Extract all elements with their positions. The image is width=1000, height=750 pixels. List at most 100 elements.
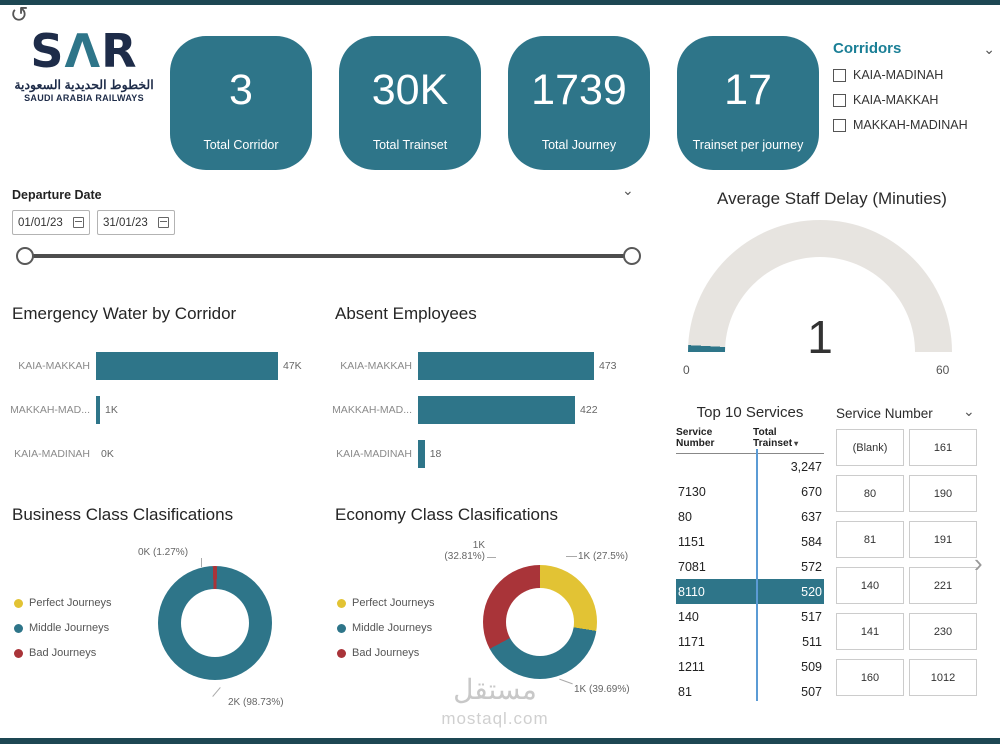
bar[interactable] bbox=[96, 396, 100, 424]
checkbox-icon[interactable] bbox=[833, 118, 846, 132]
table-row[interactable]: 1211 509 bbox=[676, 654, 824, 679]
legend-label: Bad Journeys bbox=[352, 647, 420, 659]
service-number-button[interactable]: 81 bbox=[836, 521, 904, 558]
bottom-border bbox=[0, 738, 1000, 744]
total-trainset-cell: 637 bbox=[801, 509, 822, 524]
service-number-cell: 8110 bbox=[678, 584, 705, 599]
service-number-button[interactable]: 230 bbox=[909, 613, 977, 650]
bar[interactable] bbox=[96, 352, 278, 380]
corridors-slicer: Corridors ⌄ KAIA-MADINAH KAIA-MAKKAH MAKKA… bbox=[833, 40, 995, 132]
service-number-button[interactable]: 140 bbox=[836, 567, 904, 604]
bar-value-label: 1K bbox=[105, 404, 118, 416]
corridor-option-label: MAKKAH-MADINAH bbox=[853, 118, 968, 132]
service-number-button[interactable]: 160 bbox=[836, 659, 904, 696]
economy-class-legend: Perfect Journeys Middle Journeys Bad Journ… bbox=[337, 597, 472, 672]
table-row[interactable]: 8110 520 bbox=[676, 579, 824, 604]
logo-letter-r: R bbox=[101, 24, 138, 78]
corridor-option[interactable]: KAIA-MADINAH bbox=[833, 68, 995, 82]
table-row[interactable]: 80 637 bbox=[676, 504, 824, 529]
table-row[interactable]: 81 507 bbox=[676, 679, 824, 704]
end-date-input[interactable]: 31/01/23 bbox=[97, 210, 175, 235]
table-row[interactable]: 1151 584 bbox=[676, 529, 824, 554]
start-date-value: 01/01/23 bbox=[18, 216, 63, 229]
checkbox-icon[interactable] bbox=[833, 93, 846, 107]
slider-handle-end[interactable] bbox=[623, 247, 641, 265]
service-number-button[interactable]: 141 bbox=[836, 613, 904, 650]
kpi-label: Trainset per journey bbox=[692, 138, 804, 152]
column-total-trainset: Total Trainset ▾ bbox=[753, 427, 799, 449]
date-range-slider-track[interactable] bbox=[25, 254, 632, 258]
start-date-input[interactable]: 01/01/23 bbox=[12, 210, 90, 235]
watermark-arabic: مستقل bbox=[453, 674, 537, 705]
slider-handle-start[interactable] bbox=[16, 247, 34, 265]
bar[interactable] bbox=[418, 396, 576, 424]
service-number-button[interactable]: 80 bbox=[836, 475, 904, 512]
checkbox-icon[interactable] bbox=[833, 68, 846, 82]
bar[interactable] bbox=[418, 440, 425, 468]
back-arrow-icon[interactable]: ↺ bbox=[10, 2, 29, 27]
kpi-card[interactable]: 1739 Total Journey bbox=[508, 36, 650, 170]
corridors-title: Corridors bbox=[833, 40, 902, 57]
service-number-button[interactable]: 221 bbox=[909, 567, 977, 604]
table-row[interactable]: 7081 572 bbox=[676, 554, 824, 579]
legend-item[interactable]: Middle Journeys bbox=[337, 622, 472, 634]
kpi-card[interactable]: 3 Total Corridor bbox=[170, 36, 312, 170]
service-number-slicer-title: Service Number bbox=[836, 406, 933, 421]
corridor-option-label: KAIA-MADINAH bbox=[853, 68, 944, 82]
bar-track: 473 bbox=[418, 352, 642, 380]
chevron-right-icon[interactable]: › bbox=[974, 548, 983, 578]
legend-item[interactable]: Middle Journeys bbox=[14, 622, 149, 634]
table-row[interactable]: 1171 511 bbox=[676, 629, 824, 654]
callout-leader-line bbox=[201, 558, 202, 567]
bar-row: KAIA-MAKKAH 47K bbox=[8, 352, 320, 380]
corridor-option[interactable]: KAIA-MAKKAH bbox=[833, 93, 995, 107]
service-number-button[interactable]: 161 bbox=[909, 429, 977, 466]
chevron-down-icon[interactable]: ⌄ bbox=[983, 40, 995, 57]
legend-dot-icon bbox=[14, 598, 23, 608]
bar[interactable] bbox=[418, 352, 594, 380]
bar-row: KAIA-MADINAH 0K bbox=[8, 440, 320, 468]
bar-value-label: 18 bbox=[429, 448, 442, 460]
table-row[interactable]: 3,247 bbox=[676, 454, 824, 479]
table-row[interactable]: 7130 670 bbox=[676, 479, 824, 504]
calendar-icon[interactable] bbox=[73, 217, 84, 228]
departure-date-label: Departure Date bbox=[12, 188, 102, 202]
logo-letter-a: Λ bbox=[64, 24, 102, 78]
emergency-water-chart: KAIA-MAKKAH 47K MAKKAH-MAD... 1K KAIA-MADINA… bbox=[8, 352, 320, 484]
total-trainset-cell: 670 bbox=[801, 484, 822, 499]
column-service-number: Service Number bbox=[676, 427, 715, 449]
bar-value-label: 422 bbox=[580, 404, 598, 416]
service-number-button[interactable]: (Blank) bbox=[836, 429, 904, 466]
legend-item[interactable]: Bad Journeys bbox=[337, 647, 472, 659]
bar-row: KAIA-MAKKAH 473 bbox=[330, 352, 642, 380]
calendar-icon[interactable] bbox=[158, 217, 169, 228]
total-trainset-cell: 509 bbox=[801, 659, 822, 674]
kpi-card[interactable]: 30K Total Trainset bbox=[339, 36, 481, 170]
kpi-value: 1739 bbox=[531, 65, 627, 114]
economy-class-donut[interactable] bbox=[483, 565, 597, 679]
logo-letter-s: S bbox=[30, 24, 65, 78]
legend-item[interactable]: Perfect Journeys bbox=[14, 597, 149, 609]
service-number-button[interactable]: 1012 bbox=[909, 659, 977, 696]
bar-category-label: MAKKAH-MAD... bbox=[10, 404, 90, 416]
column-divider[interactable] bbox=[756, 449, 758, 701]
kpi-card[interactable]: 17 Trainset per journey bbox=[677, 36, 819, 170]
service-number-button[interactable]: 191 bbox=[909, 521, 977, 558]
table-header[interactable]: Service Number Total Trainset ▾ bbox=[676, 427, 824, 454]
service-number-cell: 7130 bbox=[678, 484, 706, 499]
legend-item[interactable]: Bad Journeys bbox=[14, 647, 149, 659]
chevron-down-icon[interactable]: ⌄ bbox=[622, 182, 634, 198]
absent-employees-title: Absent Employees bbox=[335, 304, 477, 323]
chevron-down-icon[interactable]: ⌄ bbox=[963, 403, 975, 419]
callout-leader-line bbox=[566, 556, 577, 557]
corridor-options: KAIA-MADINAH KAIA-MAKKAH MAKKAH-MADINAH bbox=[833, 68, 995, 132]
service-number-button[interactable]: 190 bbox=[909, 475, 977, 512]
total-trainset-cell: 584 bbox=[801, 534, 822, 549]
business-class-donut[interactable] bbox=[158, 566, 272, 680]
table-row[interactable]: 140 517 bbox=[676, 604, 824, 629]
donut-callout: 2K (98.73%) bbox=[228, 697, 284, 708]
service-number-cell: 140 bbox=[678, 609, 699, 624]
legend-item[interactable]: Perfect Journeys bbox=[337, 597, 472, 609]
corridor-option[interactable]: MAKKAH-MADINAH bbox=[833, 118, 995, 132]
